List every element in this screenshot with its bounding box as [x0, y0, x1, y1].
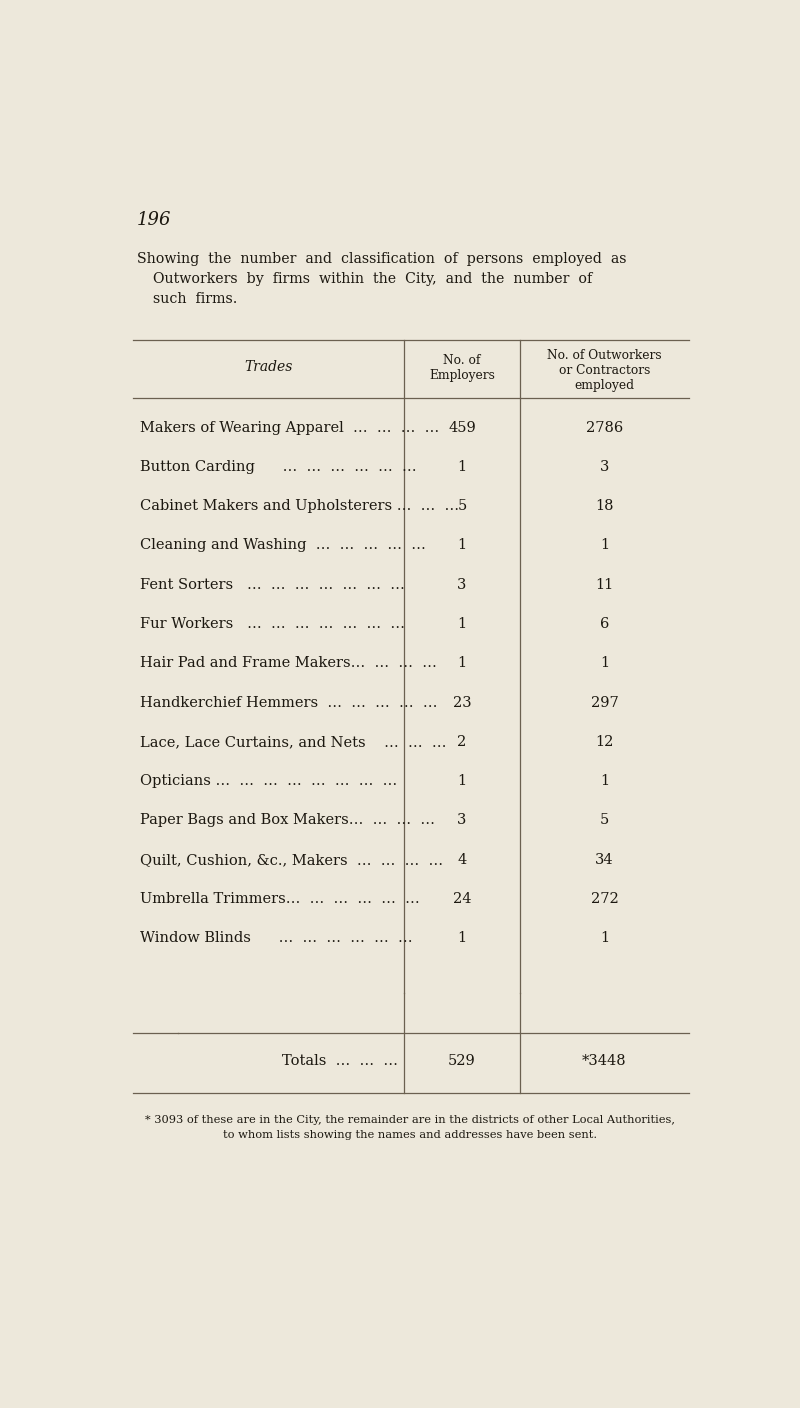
Text: 459: 459	[448, 421, 476, 435]
Text: 1: 1	[600, 538, 609, 552]
Text: 196: 196	[138, 211, 172, 230]
Text: 11: 11	[595, 577, 614, 591]
Text: No. of
Employers: No. of Employers	[429, 353, 495, 382]
Text: Opticians …  …  …  …  …  …  …  …: Opticians … … … … … … … …	[140, 774, 398, 788]
Text: 1: 1	[600, 774, 609, 788]
Text: Quilt, Cushion, &c., Makers  …  …  …  …: Quilt, Cushion, &c., Makers … … … …	[140, 853, 443, 867]
Text: such  firms.: such firms.	[153, 293, 237, 306]
Text: 5: 5	[600, 814, 609, 828]
Text: 24: 24	[453, 891, 471, 905]
Text: 1: 1	[458, 931, 466, 945]
Text: Handkerchief Hemmers  …  …  …  …  …: Handkerchief Hemmers … … … … …	[140, 696, 438, 710]
Text: 297: 297	[590, 696, 618, 710]
Text: 1: 1	[458, 774, 466, 788]
Text: Cleaning and Washing  …  …  …  …  …: Cleaning and Washing … … … … …	[140, 538, 426, 552]
Text: 1: 1	[458, 617, 466, 631]
Text: Paper Bags and Box Makers…  …  …  …: Paper Bags and Box Makers… … … …	[140, 814, 435, 828]
Text: 5: 5	[458, 500, 466, 514]
Text: 18: 18	[595, 500, 614, 514]
Text: 529: 529	[448, 1053, 476, 1067]
Text: 1: 1	[600, 656, 609, 670]
Text: Totals  …  …  …: Totals … … …	[282, 1053, 398, 1067]
Text: 3: 3	[458, 577, 466, 591]
Text: Lace, Lace Curtains, and Nets    …  …  …: Lace, Lace Curtains, and Nets … … …	[140, 735, 446, 749]
Text: 1: 1	[458, 538, 466, 552]
Text: 3: 3	[600, 460, 610, 474]
Text: 2: 2	[458, 735, 466, 749]
Text: Umbrella Trimmers…  …  …  …  …  …: Umbrella Trimmers… … … … … …	[140, 891, 420, 905]
Text: Makers of Wearing Apparel  …  …  …  …: Makers of Wearing Apparel … … … …	[140, 421, 439, 435]
Text: Fur Workers   …  …  …  …  …  …  …: Fur Workers … … … … … … …	[140, 617, 406, 631]
Text: 4: 4	[458, 853, 466, 867]
Text: 1: 1	[600, 931, 609, 945]
Text: Trades: Trades	[244, 360, 292, 375]
Text: Showing  the  number  and  classification  of  persons  employed  as: Showing the number and classification of…	[138, 252, 626, 266]
Text: *3448: *3448	[582, 1053, 627, 1067]
Text: to whom lists showing the names and addresses have been sent.: to whom lists showing the names and addr…	[223, 1129, 597, 1140]
Text: * 3093 of these are in the City, the remainder are in the districts of other Loc: * 3093 of these are in the City, the rem…	[145, 1115, 675, 1125]
Text: No. of Outworkers
or Contractors
employed: No. of Outworkers or Contractors employe…	[547, 349, 662, 393]
Text: Window Blinds      …  …  …  …  …  …: Window Blinds … … … … … …	[140, 931, 413, 945]
Text: 1: 1	[458, 656, 466, 670]
Text: 2786: 2786	[586, 421, 623, 435]
Text: 23: 23	[453, 696, 471, 710]
Text: 34: 34	[595, 853, 614, 867]
Text: Outworkers  by  firms  within  the  City,  and  the  number  of: Outworkers by firms within the City, and…	[153, 272, 592, 286]
Text: 6: 6	[600, 617, 610, 631]
Text: Fent Sorters   …  …  …  …  …  …  …: Fent Sorters … … … … … … …	[140, 577, 405, 591]
Text: 3: 3	[458, 814, 466, 828]
Text: 1: 1	[458, 460, 466, 474]
Text: 12: 12	[595, 735, 614, 749]
Text: Hair Pad and Frame Makers…  …  …  …: Hair Pad and Frame Makers… … … …	[140, 656, 437, 670]
Text: 272: 272	[590, 891, 618, 905]
Text: Cabinet Makers and Upholsterers …  …  …: Cabinet Makers and Upholsterers … … …	[140, 500, 459, 514]
Text: Button Carding      …  …  …  …  …  …: Button Carding … … … … … …	[140, 460, 417, 474]
